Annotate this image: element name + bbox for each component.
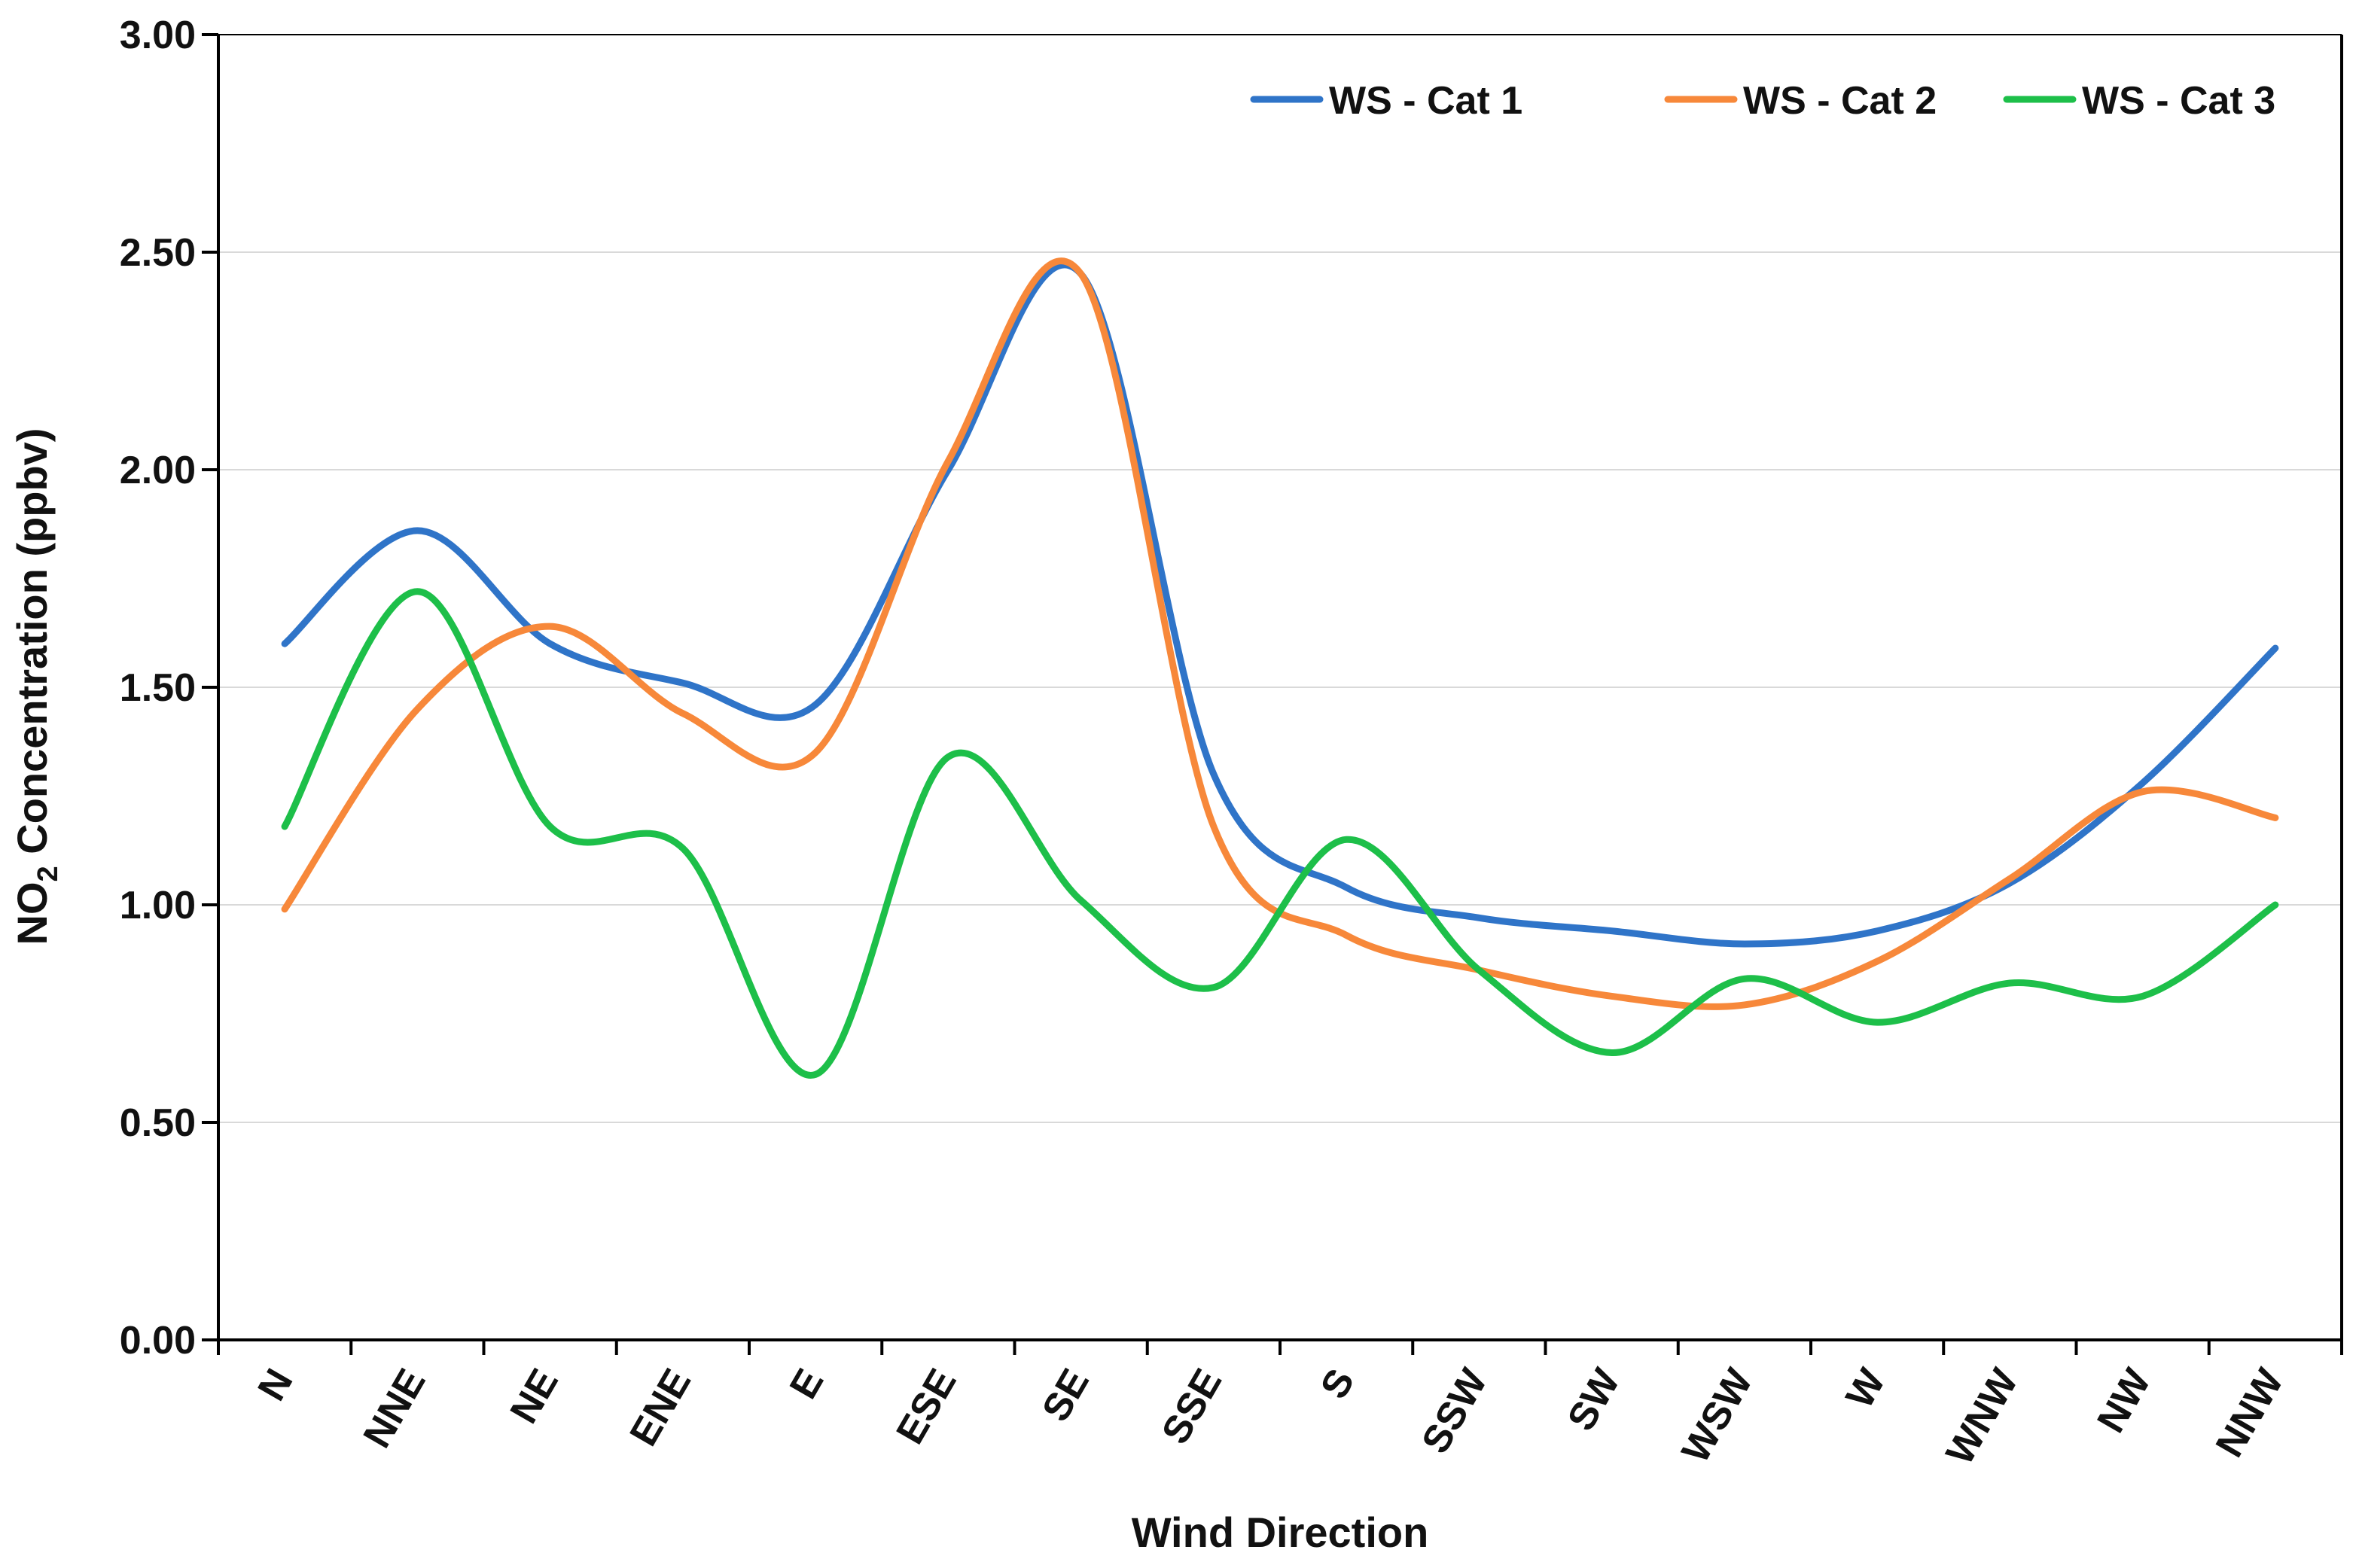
y-tick-label: 0.50 [120,1101,196,1145]
y-axis-title-subscript: 2 [32,866,64,881]
legend-label-ws-cat-1: WS - Cat 1 [1329,79,1522,123]
data-point-ws-cat-3 [1346,839,1347,840]
data-point-ws-cat-2 [1213,826,1215,827]
data-point-ws-cat-2 [815,752,816,754]
y-axis-title: NO2 Concentration (ppbv) [8,428,64,945]
data-point-ws-cat-3 [1611,1052,1613,1054]
y-axis-title-prefix: NO [8,881,56,945]
legend-label-ws-cat-3: WS - Cat 3 [2082,79,2275,123]
data-point-ws-cat-2 [2142,791,2144,793]
data-point-ws-cat-1 [2142,782,2144,784]
data-point-ws-cat-1 [416,530,418,531]
y-tick-labels: 0.00 0.50 1.00 1.50 2.00 2.50 3.00 [120,14,196,1362]
data-point-ws-cat-2 [682,713,684,714]
data-point-ws-cat-3 [1876,1021,1878,1023]
data-point-ws-cat-2 [416,708,418,710]
data-point-ws-cat-3 [815,1073,816,1075]
y-tick-label: 2.50 [120,231,196,275]
y-tick-label: 2.00 [120,449,196,492]
y-tick-label: 1.50 [120,666,196,710]
y-axis-title-suffix: Concentration (ppbv) [8,428,56,866]
axes [202,33,2343,1355]
data-point-ws-cat-1 [1876,930,1878,932]
data-point-ws-cat-3 [1080,900,1082,901]
data-point-ws-cat-1 [682,682,684,684]
data-point-ws-cat-2 [1080,273,1082,275]
series-lines [281,257,2279,1079]
data-point-ws-cat-1 [1744,943,1745,945]
data-point-ws-cat-1 [1346,887,1347,888]
x-axis-title: Wind Direction [1132,1509,1429,1556]
data-point-ws-cat-3 [1213,987,1215,988]
data-point-ws-cat-3 [416,591,418,592]
series-line-ws-cat-2 [281,257,2279,1010]
data-point-ws-cat-1 [1611,930,1613,932]
y-tick-label: 0.00 [120,1319,196,1362]
legend-label-ws-cat-2: WS - Cat 2 [1743,79,1937,123]
data-point-ws-cat-2 [1346,934,1347,936]
legend[interactable]: WS - Cat 1 WS - Cat 2 WS - Cat 3 [1250,79,2275,123]
data-point-ws-cat-2 [1876,961,1878,962]
data-point-ws-cat-2 [1744,1004,1745,1006]
data-point-ws-cat-3 [2142,995,2144,997]
data-point-ws-cat-1 [1213,774,1215,775]
data-point-ws-cat-2 [1611,995,1613,997]
y-tick-label: 1.00 [120,884,196,927]
y-tick-label: 3.00 [120,14,196,57]
